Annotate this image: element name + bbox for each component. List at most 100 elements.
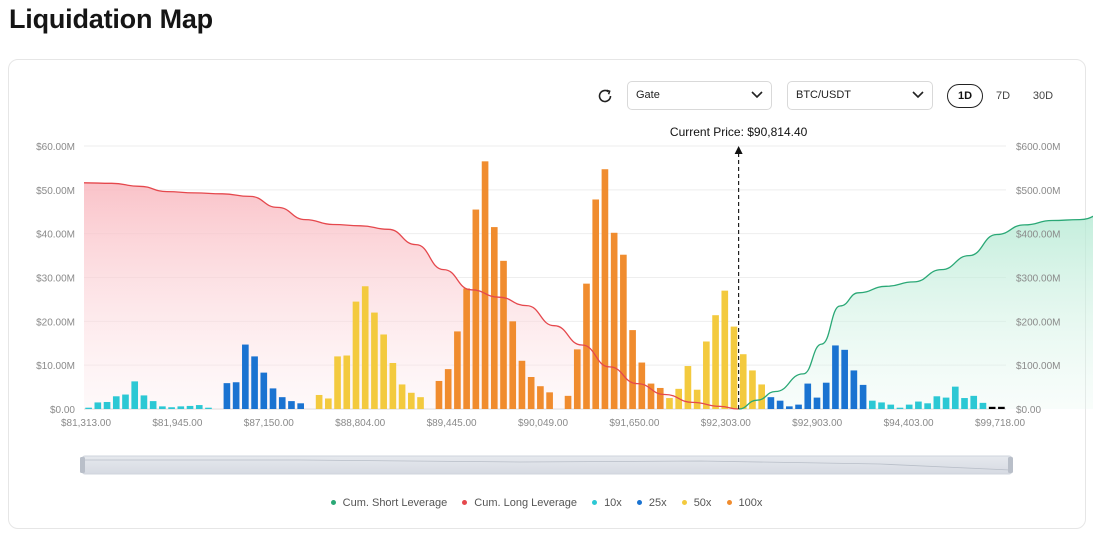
bar-25x[interactable]: [260, 372, 268, 409]
bar-10x[interactable]: [915, 401, 922, 409]
legend-item-50x[interactable]: 50x: [681, 497, 711, 509]
bar-25x[interactable]: [786, 406, 793, 409]
bar-100x[interactable]: [638, 362, 646, 409]
legend-item-100x[interactable]: 100x: [726, 497, 762, 509]
bar-10x[interactable]: [970, 395, 978, 409]
bar-10x[interactable]: [168, 407, 175, 409]
bar-25x[interactable]: [813, 397, 821, 409]
bar-25x[interactable]: [822, 382, 830, 409]
bar-10x[interactable]: [112, 396, 120, 409]
bar-50x[interactable]: [371, 312, 378, 409]
exchange-select[interactable]: Gate: [627, 81, 772, 110]
bar-25x[interactable]: [269, 388, 277, 409]
bar-100x[interactable]: [454, 331, 461, 409]
bar-25x[interactable]: [288, 401, 295, 409]
tab-1d[interactable]: 1D: [947, 84, 983, 108]
bar-10x[interactable]: [159, 406, 166, 409]
bar-25x[interactable]: [841, 349, 848, 409]
bar-25x[interactable]: [850, 370, 858, 409]
bar-undefined[interactable]: [988, 406, 996, 409]
bar-10x[interactable]: [942, 397, 950, 409]
bar-100x[interactable]: [435, 380, 443, 409]
bar-100x[interactable]: [472, 209, 480, 409]
zoom-handle-right[interactable]: [1008, 457, 1013, 473]
bar-25x[interactable]: [251, 356, 258, 409]
zoom-scrollbar[interactable]: [81, 455, 1013, 475]
bar-50x[interactable]: [389, 362, 397, 409]
bar-100x[interactable]: [564, 395, 572, 409]
bar-50x[interactable]: [730, 326, 738, 409]
legend-item-25x[interactable]: 25x: [636, 497, 667, 509]
bar-50x[interactable]: [417, 397, 424, 410]
bar-10x[interactable]: [149, 401, 157, 409]
bar-100x[interactable]: [629, 330, 636, 409]
bar-100x[interactable]: [647, 383, 655, 409]
legend-item-long[interactable]: Cum. Long Leverage: [462, 497, 577, 509]
bar-50x[interactable]: [325, 398, 332, 409]
bar-10x[interactable]: [924, 403, 931, 409]
bar-100x[interactable]: [518, 360, 526, 409]
bar-10x[interactable]: [868, 400, 876, 409]
bar-25x[interactable]: [804, 383, 812, 409]
bar-50x[interactable]: [352, 301, 360, 409]
bar-50x[interactable]: [749, 370, 756, 409]
bar-100x[interactable]: [601, 169, 609, 409]
bar-100x[interactable]: [500, 260, 507, 409]
bar-100x[interactable]: [537, 386, 544, 409]
bar-10x[interactable]: [887, 404, 895, 409]
bar-10x[interactable]: [961, 398, 968, 409]
bar-10x[interactable]: [905, 404, 913, 409]
bar-100x[interactable]: [509, 321, 517, 409]
bar-100x[interactable]: [527, 377, 535, 409]
bar-50x[interactable]: [721, 290, 729, 409]
bar-10x[interactable]: [979, 402, 987, 409]
refresh-icon[interactable]: [596, 87, 614, 105]
bar-50x[interactable]: [361, 286, 369, 409]
bar-10x[interactable]: [878, 402, 885, 410]
bar-50x[interactable]: [380, 334, 387, 409]
zoom-handle-left[interactable]: [80, 457, 85, 473]
bar-50x[interactable]: [693, 389, 701, 409]
bar-10x[interactable]: [933, 396, 941, 409]
bar-10x[interactable]: [186, 405, 194, 409]
bar-100x[interactable]: [463, 288, 470, 409]
bar-25x[interactable]: [767, 397, 775, 410]
legend-item-short[interactable]: Cum. Short Leverage: [330, 497, 447, 509]
bar-25x[interactable]: [776, 400, 784, 409]
bar-25x[interactable]: [242, 344, 249, 409]
bar-10x[interactable]: [195, 405, 203, 410]
bar-10x[interactable]: [85, 407, 92, 409]
bar-100x[interactable]: [490, 227, 498, 409]
bar-10x[interactable]: [177, 406, 185, 409]
tab-7d[interactable]: 7D: [995, 90, 1011, 102]
tab-30d[interactable]: 30D: [1032, 90, 1054, 102]
bar-10x[interactable]: [131, 381, 139, 409]
bar-50x[interactable]: [739, 354, 747, 409]
bar-25x[interactable]: [297, 403, 304, 409]
bar-50x[interactable]: [666, 398, 673, 409]
bar-100x[interactable]: [620, 254, 627, 409]
bar-10x[interactable]: [140, 395, 148, 409]
bar-50x[interactable]: [684, 366, 692, 409]
bar-50x[interactable]: [315, 394, 323, 409]
bar-10x[interactable]: [896, 407, 904, 409]
bar-25x[interactable]: [278, 397, 286, 410]
bar-50x[interactable]: [703, 341, 710, 410]
bar-undefined[interactable]: [998, 406, 1005, 409]
bar-25x[interactable]: [859, 384, 867, 409]
bar-50x[interactable]: [712, 315, 719, 409]
bar-10x[interactable]: [951, 386, 959, 409]
bar-100x[interactable]: [546, 392, 553, 409]
bar-10x[interactable]: [103, 401, 111, 409]
bar-10x[interactable]: [94, 402, 102, 410]
bar-100x[interactable]: [481, 161, 489, 409]
bar-100x[interactable]: [444, 369, 452, 409]
bar-100x[interactable]: [656, 387, 664, 409]
bar-50x[interactable]: [407, 392, 415, 409]
bar-10x[interactable]: [122, 394, 129, 409]
legend-item-10x[interactable]: 10x: [592, 497, 622, 509]
bar-100x[interactable]: [592, 199, 600, 409]
bar-50x[interactable]: [334, 356, 341, 409]
pair-select[interactable]: BTC/USDT: [787, 81, 933, 110]
bar-50x[interactable]: [758, 384, 765, 409]
